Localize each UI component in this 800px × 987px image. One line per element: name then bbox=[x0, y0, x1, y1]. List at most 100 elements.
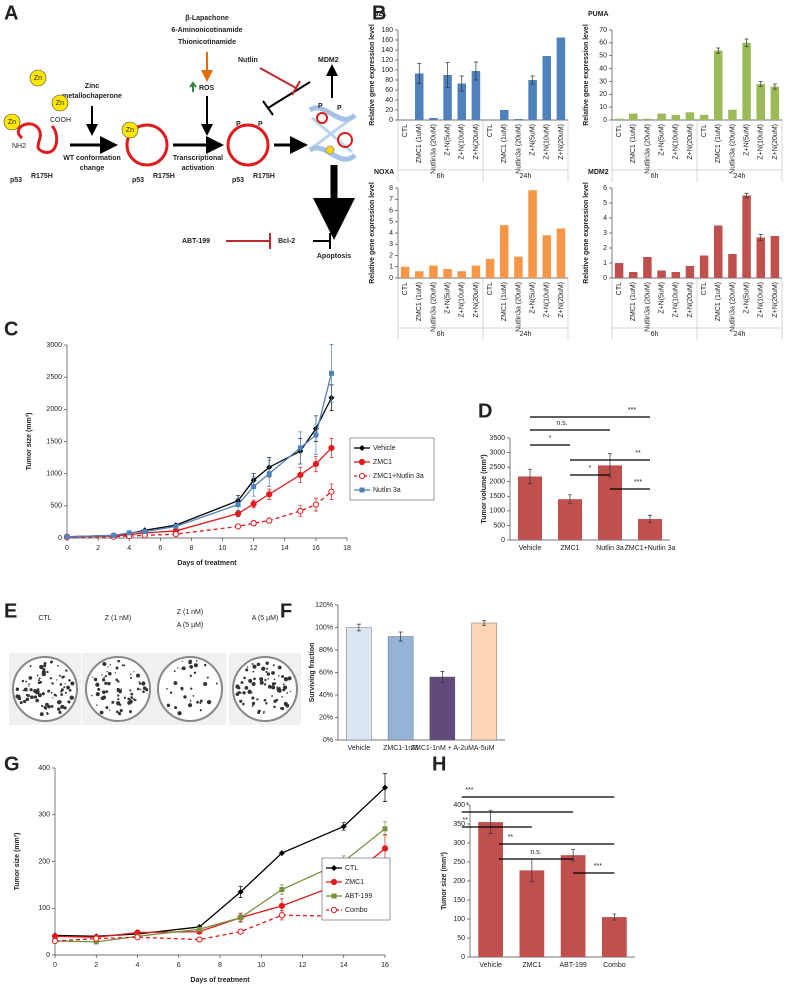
colony bbox=[273, 705, 276, 709]
x-tick-label: Z+N(10uM) bbox=[673, 282, 680, 318]
bar bbox=[657, 270, 666, 278]
y-tick-label: 400 bbox=[453, 802, 465, 809]
y-tick-label: 100 bbox=[453, 916, 465, 923]
y-tick-label: 350 bbox=[453, 821, 465, 828]
error-bar bbox=[398, 631, 403, 642]
y-tick-label: 60 bbox=[385, 87, 393, 94]
x-tick-label: Z+N(5uM) bbox=[743, 282, 750, 314]
marker bbox=[64, 534, 70, 540]
bar bbox=[685, 112, 695, 120]
y-tick-label: 3 bbox=[603, 230, 607, 237]
x-tick-label: 10 bbox=[219, 545, 227, 552]
zn: Zn bbox=[56, 100, 64, 107]
colony bbox=[206, 676, 209, 679]
y-axis-label: Relative gene expression level bbox=[369, 182, 376, 284]
y-tick-label: 50 bbox=[599, 53, 607, 60]
ros: ROS bbox=[199, 85, 215, 92]
bar bbox=[457, 83, 466, 120]
y-tick-label: 2 bbox=[603, 245, 607, 252]
x-tick-label: CTL bbox=[402, 124, 409, 137]
marker bbox=[196, 926, 202, 932]
x-tick-label: Z+N(20uM) bbox=[772, 282, 779, 318]
marker bbox=[297, 507, 304, 515]
y-tick-label: 20 bbox=[599, 91, 607, 98]
colony bbox=[282, 683, 285, 686]
bar bbox=[429, 265, 438, 278]
x-tick-label: Z+N(20uM) bbox=[687, 124, 694, 160]
group-label: 24h bbox=[520, 331, 532, 338]
colony bbox=[118, 689, 122, 694]
colony bbox=[43, 661, 47, 665]
marker bbox=[142, 529, 148, 535]
y-tick-label: 0 bbox=[46, 952, 50, 959]
panel-label: E bbox=[4, 600, 17, 622]
colony bbox=[51, 682, 54, 685]
colony bbox=[195, 660, 198, 662]
marker bbox=[340, 823, 347, 830]
y-tick-label: 1 bbox=[389, 264, 393, 271]
marker bbox=[266, 491, 273, 498]
colony bbox=[246, 666, 249, 668]
colony bbox=[203, 681, 208, 687]
x-tick-label: 16 bbox=[312, 545, 320, 552]
y-tick-label: 0 bbox=[603, 117, 607, 124]
y-tick-label: 2 bbox=[389, 252, 393, 259]
x-axis-label: Days of treatment bbox=[177, 560, 237, 567]
y-tick-label: 180 bbox=[381, 27, 393, 34]
x-tick-label: 0 bbox=[65, 545, 69, 552]
p53-mutant: R175H bbox=[31, 173, 53, 180]
marker bbox=[51, 937, 59, 945]
colony bbox=[117, 680, 120, 683]
colony bbox=[59, 700, 62, 703]
y-tick-label: 1000 bbox=[489, 508, 505, 515]
x-tick-label: 18 bbox=[343, 545, 351, 552]
error-bar bbox=[716, 47, 721, 54]
colony bbox=[173, 681, 178, 685]
colony bbox=[215, 682, 218, 685]
marker bbox=[266, 517, 273, 524]
bar bbox=[443, 75, 452, 120]
colony bbox=[130, 692, 134, 696]
x-tick-label: Z+N(20uM) bbox=[473, 124, 480, 160]
marker bbox=[278, 902, 285, 910]
x-tick-label: 12 bbox=[299, 962, 307, 969]
panel-label: B bbox=[372, 2, 386, 24]
x-tick-label: 6 bbox=[177, 962, 181, 969]
bar bbox=[714, 225, 723, 278]
colony bbox=[286, 692, 289, 694]
colony bbox=[129, 689, 132, 692]
y-tick-label: 160 bbox=[381, 37, 393, 44]
y-axis-label: Tumor size (mm³) bbox=[441, 852, 448, 910]
colony bbox=[117, 694, 120, 697]
bar bbox=[429, 676, 456, 741]
y-tick-label: 40 bbox=[599, 65, 607, 72]
x-tick-label: Z+N(10uM) bbox=[673, 124, 680, 160]
inducer: β-Lapachone bbox=[185, 15, 229, 22]
series-line bbox=[66, 373, 333, 538]
colony bbox=[29, 688, 33, 692]
colony bbox=[19, 701, 23, 705]
y-tick-label: 0% bbox=[323, 737, 333, 744]
group-label: 24h bbox=[734, 173, 746, 180]
colony bbox=[190, 687, 193, 690]
colony bbox=[102, 678, 106, 682]
plate-label: Z (1 nM) bbox=[105, 615, 131, 622]
colony bbox=[41, 704, 44, 708]
colony bbox=[68, 689, 72, 692]
colony bbox=[271, 695, 273, 697]
marker bbox=[382, 784, 388, 791]
colony bbox=[105, 706, 109, 710]
y-tick-label: 500 bbox=[493, 522, 505, 529]
marker bbox=[235, 523, 242, 530]
error-bar bbox=[530, 75, 535, 85]
legend-label: ZMC1 bbox=[373, 459, 392, 466]
marker bbox=[172, 531, 179, 538]
significance-label: *** bbox=[465, 787, 473, 794]
colony bbox=[131, 697, 134, 699]
colony bbox=[47, 689, 51, 693]
x-tick-label: Z+N(5uM) bbox=[444, 282, 451, 314]
x-tick-label: Z+N(20uM) bbox=[558, 282, 565, 318]
colony bbox=[41, 692, 44, 694]
bar bbox=[728, 254, 737, 278]
y-tick-label: 8 bbox=[389, 185, 393, 192]
